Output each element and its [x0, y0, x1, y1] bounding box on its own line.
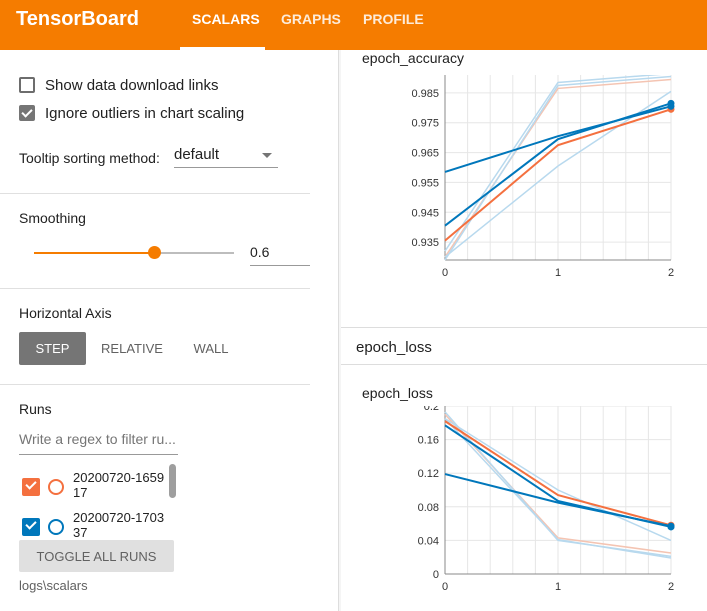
run-name: 20200720-1659 17: [73, 470, 165, 500]
series-end-point: [667, 102, 675, 110]
divider: [0, 384, 310, 385]
y-tick-label: 0.16: [418, 435, 439, 447]
group-title: epoch_loss: [356, 339, 432, 356]
y-tick-label: 0.975: [411, 118, 439, 130]
chart-title: epoch_loss: [362, 385, 433, 401]
smoothing-label: Smoothing: [19, 210, 86, 226]
tab-graphs[interactable]: GRAPHS: [281, 11, 341, 27]
chart-title: epoch_accuracy: [362, 50, 464, 66]
series-line: [444, 473, 672, 528]
y-tick-label: 0.04: [418, 535, 439, 547]
series-line: [444, 108, 672, 242]
loss-group-header[interactable]: epoch_loss: [341, 327, 707, 365]
show-download-links-checkbox[interactable]: [19, 77, 35, 93]
axis-wall-button[interactable]: WALL: [193, 341, 229, 356]
series-line: [444, 105, 672, 173]
tooltip-sort-value: default: [174, 146, 220, 163]
series-line: [444, 417, 672, 542]
tab-scalars[interactable]: SCALARS: [192, 11, 260, 27]
run-item[interactable]: 20200720-1659 17: [22, 470, 172, 502]
sidebar: Show data download links Ignore outliers…: [0, 50, 339, 611]
run-color-radio[interactable]: [48, 519, 64, 535]
smoothing-slider-handle[interactable]: [147, 246, 161, 259]
series-line: [444, 75, 672, 261]
horizontal-axis-label: Horizontal Axis: [19, 305, 112, 321]
run-item[interactable]: 20200720-1703 37: [22, 510, 172, 542]
y-tick-label: 0.12: [418, 468, 439, 480]
dropdown-arrow-icon: [262, 153, 272, 158]
run-checkbox[interactable]: [22, 478, 40, 496]
ignore-outliers-option[interactable]: Ignore outliers in chart scaling: [19, 103, 244, 123]
divider: [0, 193, 310, 194]
series-end-point: [667, 522, 675, 530]
tab-profile[interactable]: PROFILE: [363, 11, 424, 27]
log-directory: logs\scalars: [19, 578, 88, 593]
ignore-outliers-checkbox[interactable]: [19, 105, 35, 121]
series-line: [444, 75, 662, 252]
runs-label: Runs: [19, 401, 52, 417]
x-tick-label: 0: [442, 267, 448, 279]
runs-scrollbar[interactable]: [169, 464, 176, 498]
axis-relative-button[interactable]: RELATIVE: [101, 341, 163, 356]
run-color-radio[interactable]: [48, 479, 64, 495]
y-tick-label: 0: [433, 569, 439, 581]
axis-step-button[interactable]: STEP: [19, 332, 86, 365]
y-tick-label: 0.985: [411, 88, 439, 100]
y-tick-label: 0.965: [411, 148, 439, 160]
y-tick-label: 0.935: [411, 237, 439, 249]
series-line: [444, 418, 672, 559]
x-tick-label: 1: [555, 581, 561, 593]
accuracy-chart-card: epoch_accuracy 0.935 0.945 0.955 0.965 0.975…: [341, 50, 707, 352]
tooltip-sort-label: Tooltip sorting method:: [19, 150, 160, 166]
loss-chart-card: epoch_loss 0 0.04 0.08 0.12 0.16 0.2 0 1 2: [341, 365, 707, 611]
x-tick-label: 2: [668, 581, 674, 593]
loss-chart: 0 0.04 0.08 0.12 0.16 0.2 0 1 2: [418, 406, 675, 593]
y-tick-label: 0.2: [424, 406, 439, 413]
app-title: TensorBoard: [16, 8, 139, 30]
accuracy-chart: 0.935 0.945 0.955 0.965 0.975 0.985 0 1 2: [411, 75, 675, 279]
tooltip-sort-select[interactable]: default: [174, 146, 278, 168]
active-tab-indicator: [180, 47, 265, 50]
runs-filter-input[interactable]: Write a regex to filter ru...: [19, 431, 178, 455]
smoothing-value-input[interactable]: 0.6: [250, 242, 310, 266]
show-download-links-label: Show data download links: [45, 76, 219, 94]
ignore-outliers-label: Ignore outliers in chart scaling: [45, 104, 245, 122]
series-line: [444, 420, 672, 527]
divider: [0, 288, 310, 289]
y-tick-label: 0.945: [411, 207, 439, 219]
top-bar: TensorBoard SCALARS GRAPHS PROFILE: [0, 0, 707, 50]
run-name: 20200720-1703 37: [73, 510, 165, 540]
smoothing-slider-fill: [34, 252, 154, 254]
x-tick-label: 1: [555, 267, 561, 279]
show-download-links-option[interactable]: Show data download links: [19, 75, 218, 95]
x-tick-label: 0: [442, 581, 448, 593]
x-tick-label: 2: [668, 267, 674, 279]
run-checkbox[interactable]: [22, 518, 40, 536]
y-tick-label: 0.08: [418, 502, 439, 514]
series-line: [444, 411, 672, 558]
y-tick-label: 0.955: [411, 177, 439, 189]
toggle-all-runs-button[interactable]: TOGGLE ALL RUNS: [19, 540, 174, 572]
